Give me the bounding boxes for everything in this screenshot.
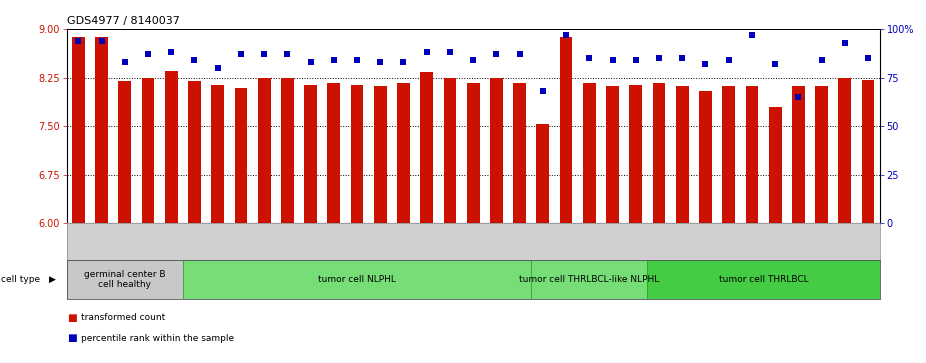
Point [280, 52, 294, 57]
Point [652, 55, 667, 61]
Point [558, 32, 573, 38]
Point [210, 65, 225, 71]
Bar [676, 86, 689, 223]
Bar [607, 86, 619, 223]
Point [837, 40, 852, 45]
Bar [119, 81, 131, 223]
Point [791, 94, 806, 100]
Text: transformed count: transformed count [81, 313, 166, 322]
Bar [862, 80, 874, 223]
Bar [769, 107, 782, 223]
Bar [257, 78, 270, 223]
Text: cell type: cell type [1, 275, 40, 284]
Bar [722, 86, 735, 223]
Point [629, 57, 644, 63]
Bar [559, 37, 572, 223]
Point [512, 52, 527, 57]
Bar [838, 78, 851, 223]
Bar [374, 86, 387, 223]
Point [303, 59, 318, 65]
Bar [792, 86, 805, 223]
Bar [165, 71, 178, 223]
Text: ▶: ▶ [49, 275, 56, 284]
Point [164, 49, 179, 55]
Point [118, 59, 132, 65]
Bar [281, 78, 294, 223]
Text: tumor cell NLPHL: tumor cell NLPHL [319, 275, 396, 284]
Text: ■: ■ [67, 333, 77, 343]
Bar [72, 37, 84, 223]
Bar [397, 83, 410, 223]
Point [94, 38, 109, 44]
Point [396, 59, 411, 65]
Point [768, 61, 782, 67]
Point [489, 52, 504, 57]
Bar [328, 83, 340, 223]
Bar [95, 37, 108, 223]
Point [141, 52, 156, 57]
Text: ■: ■ [67, 313, 77, 323]
Bar [234, 88, 247, 223]
Bar [630, 85, 642, 223]
Bar [513, 83, 526, 223]
Point [373, 59, 388, 65]
Text: GDS4977 / 8140037: GDS4977 / 8140037 [67, 16, 180, 26]
Point [675, 55, 690, 61]
Bar [699, 91, 712, 223]
Point [860, 55, 875, 61]
Bar [745, 86, 758, 223]
Point [326, 57, 341, 63]
Bar [815, 86, 828, 223]
Point [443, 49, 457, 55]
Bar [536, 123, 549, 223]
Bar [188, 81, 201, 223]
Point [535, 88, 550, 94]
Bar [142, 78, 155, 223]
Bar [444, 78, 457, 223]
Point [721, 57, 736, 63]
Bar [351, 85, 363, 223]
Point [187, 57, 202, 63]
Bar [653, 83, 666, 223]
Bar [532, 260, 647, 299]
Bar [305, 85, 317, 223]
Point [698, 61, 713, 67]
Text: tumor cell THRLBCL: tumor cell THRLBCL [719, 275, 808, 284]
Point [71, 38, 86, 44]
Point [350, 57, 365, 63]
Bar [490, 78, 503, 223]
Point [419, 49, 434, 55]
Point [606, 57, 620, 63]
Bar [583, 83, 595, 223]
Point [745, 32, 759, 38]
Bar [467, 83, 480, 223]
Bar [211, 85, 224, 223]
Point [257, 52, 271, 57]
Text: germinal center B
cell healthy: germinal center B cell healthy [84, 270, 166, 289]
Bar [67, 260, 182, 299]
Point [582, 55, 596, 61]
Text: tumor cell THRLBCL-like NLPHL: tumor cell THRLBCL-like NLPHL [519, 275, 659, 284]
Bar [420, 72, 433, 223]
Bar [182, 260, 532, 299]
Text: percentile rank within the sample: percentile rank within the sample [81, 334, 234, 343]
Point [233, 52, 248, 57]
Point [466, 57, 481, 63]
Point [814, 57, 829, 63]
Bar [647, 260, 880, 299]
